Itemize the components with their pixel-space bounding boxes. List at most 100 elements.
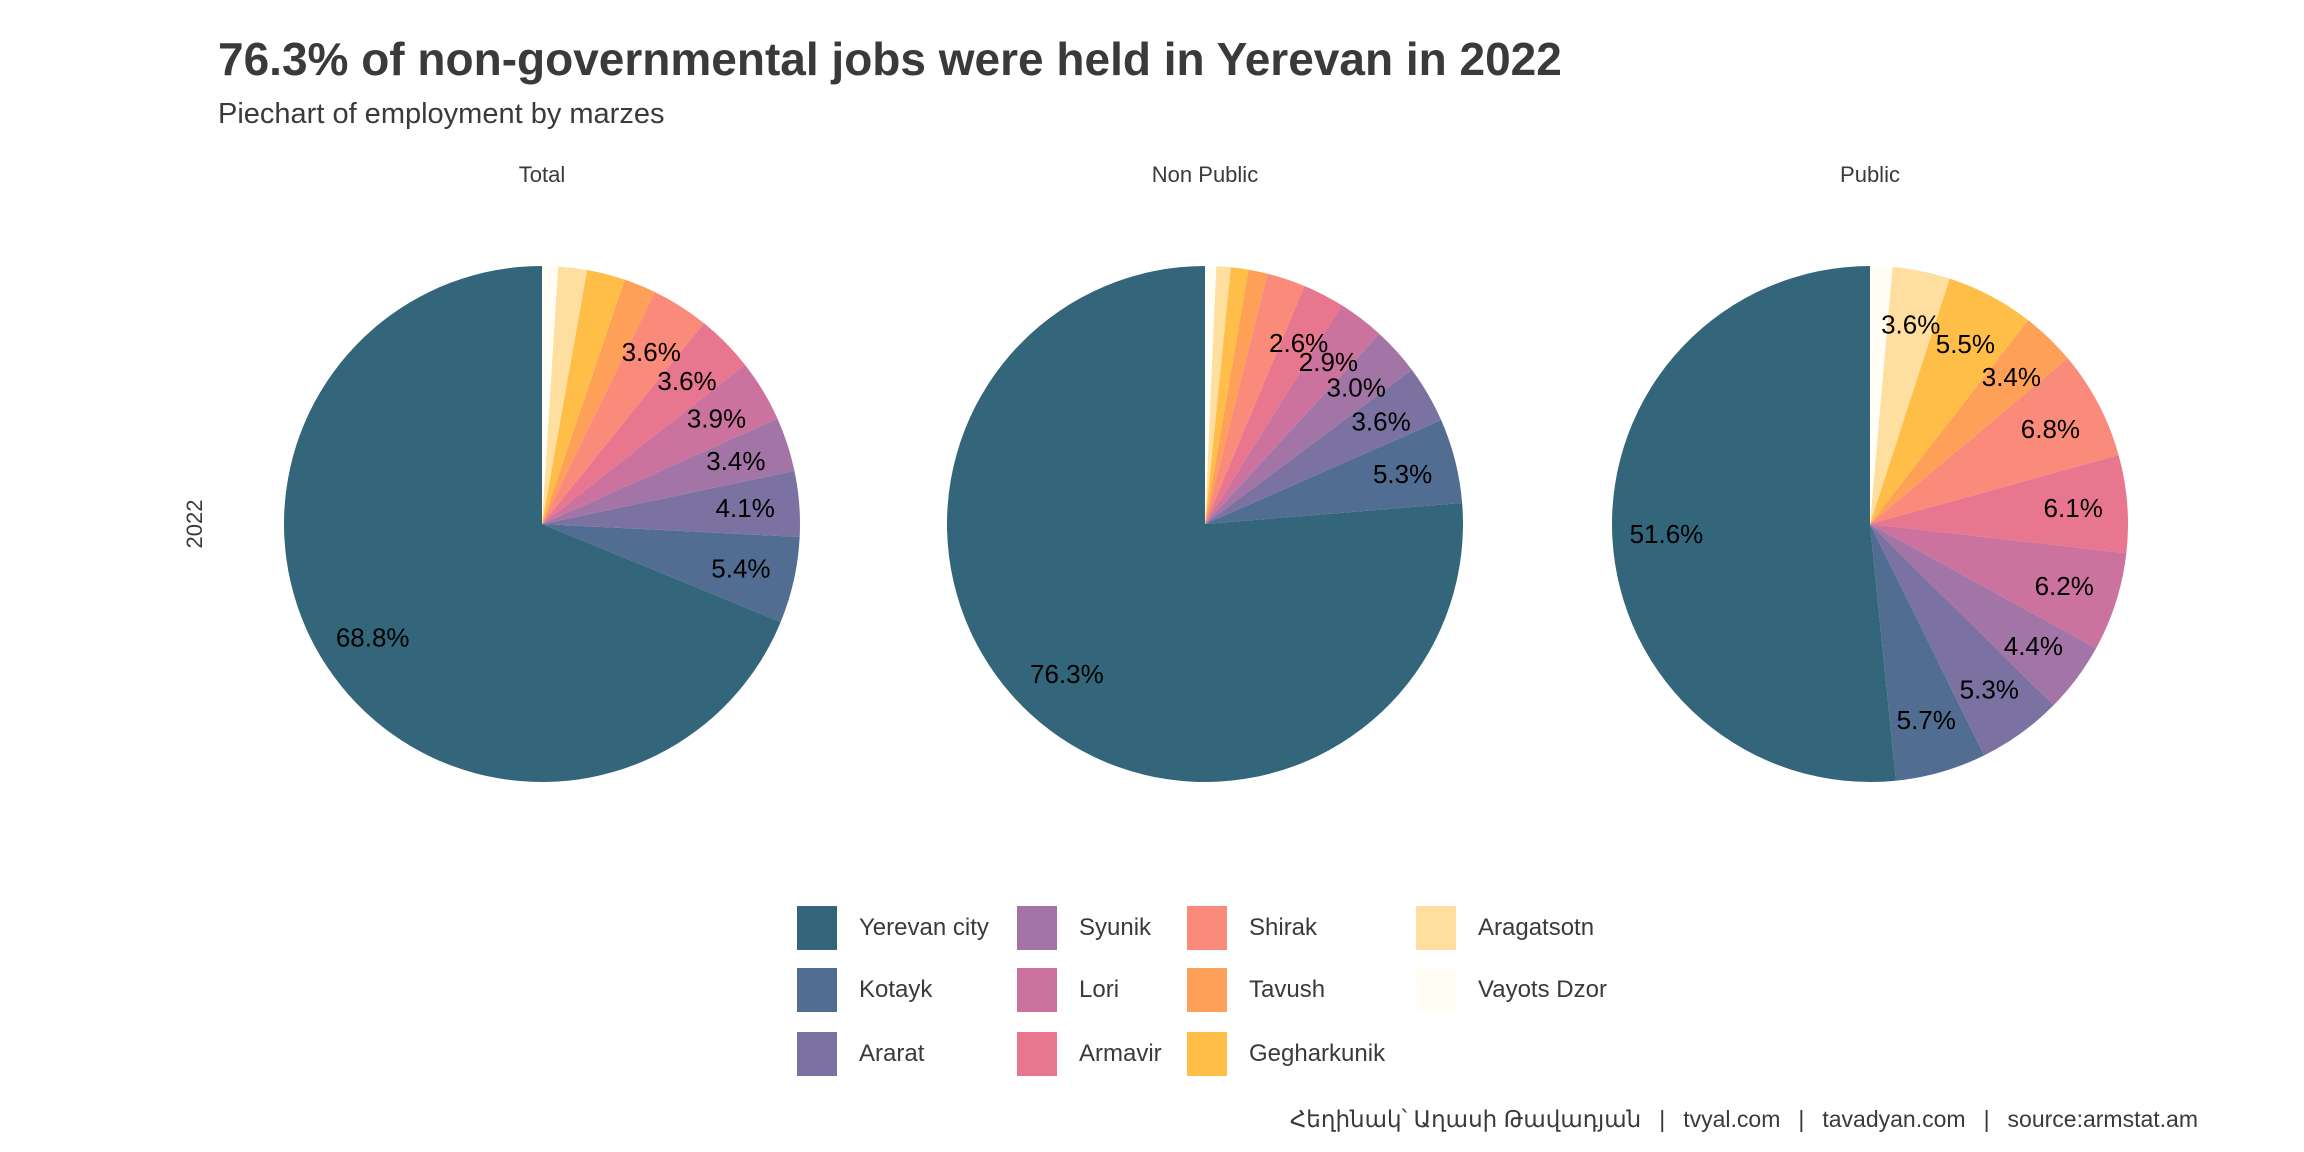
legend-label: Ararat — [859, 1040, 925, 1067]
pie-slice-total-aragatsotn — [542, 266, 588, 524]
legend-label: Yerevan city — [859, 914, 989, 941]
data-label-total-armavir: 3.6% — [657, 366, 716, 396]
data-label-total-ararat: 4.1% — [716, 493, 775, 523]
data-label-non-public-kotayk: 5.3% — [1373, 459, 1432, 489]
data-label-total-shirak: 3.6% — [622, 337, 681, 367]
data-label-non-public-ararat: 3.6% — [1351, 406, 1410, 436]
data-label-public-lori: 6.2% — [2035, 571, 2094, 601]
facet-label-total: Total — [519, 162, 565, 187]
chart-subtitle: Piechart of employment by marzes — [218, 98, 665, 130]
pie-slice-non-public-aragatsotn — [1205, 266, 1231, 524]
pie-slice-non-public-vayots-dzor — [1205, 266, 1217, 524]
pie-slice-public-shirak — [1870, 358, 2119, 524]
pie-slice-total-ararat — [542, 470, 800, 537]
pie-slice-total-shirak — [542, 291, 704, 524]
pie-slice-public-tavush — [1870, 320, 2068, 524]
site-link-tavadyan: tavadyan.com — [1822, 1106, 1966, 1132]
pie-slice-public-armavir — [1870, 455, 2129, 554]
data-label-public-yerevan-city: 51.6% — [1630, 519, 1704, 549]
data-label-total-lori: 3.9% — [687, 404, 746, 434]
data-label-total-syunik: 3.4% — [706, 446, 765, 476]
data-label-public-tavush: 3.4% — [1982, 362, 2041, 392]
legend-item-yerevan-city: Yerevan city — [797, 906, 989, 950]
source-credit: source:armstat.am — [2007, 1106, 2198, 1132]
legend-label: Tavush — [1249, 976, 1326, 1003]
pie-slice-non-public-tavush — [1205, 269, 1268, 524]
legend-label: Aragatsotn — [1478, 914, 1595, 941]
data-label-non-public-lori: 2.9% — [1299, 347, 1358, 377]
data-label-total-kotayk: 5.4% — [711, 553, 770, 583]
legend-item-vayots-dzor: Vayots Dzor — [1416, 968, 1607, 1012]
legend-swatch — [1416, 906, 1456, 950]
pie-slice-non-public-syunik — [1205, 333, 1412, 524]
legend-item-syunik: Syunik — [1017, 906, 1151, 950]
legend-swatch — [1416, 968, 1456, 1012]
legend-swatch — [1017, 1032, 1057, 1076]
pie-slice-non-public-gegharkunik — [1205, 267, 1249, 524]
pie-slice-non-public-shirak — [1205, 273, 1305, 524]
legend-label: Shirak — [1249, 914, 1318, 941]
legend-swatch — [1017, 968, 1057, 1012]
facet-label-non-public: Non Public — [1152, 162, 1258, 187]
legend-label: Lori — [1079, 976, 1120, 1003]
legend-item-ararat: Ararat — [797, 1032, 924, 1076]
legend-label: Kotayk — [859, 976, 933, 1003]
pie-slice-public-kotayk — [1870, 524, 1985, 781]
pie-slice-public-vayots-dzor — [1870, 266, 1893, 524]
chart-title: 76.3% of non-governmental jobs were held… — [218, 33, 1562, 85]
data-label-public-ararat: 5.3% — [1960, 674, 2019, 704]
data-label-non-public-syunik: 3.0% — [1327, 372, 1386, 402]
legend-item-lori: Lori — [1017, 968, 1119, 1012]
pie-slice-total-gegharkunik — [542, 269, 625, 524]
footer-caption: Հեղինակ՝ Աղասի Թավադյան | tvyal.com | tavady… — [1290, 1106, 2198, 1133]
data-label-public-gegharkunik: 5.5% — [1936, 329, 1995, 359]
pie-slice-total-tavush — [542, 279, 655, 524]
legend-label: Syunik — [1079, 914, 1152, 941]
legend-item-aragatsotn: Aragatsotn — [1416, 906, 1594, 950]
pie-slice-non-public-lori — [1205, 305, 1380, 524]
data-label-non-public-armavir: 2.6% — [1269, 328, 1328, 358]
pie-slice-total-armavir — [542, 323, 745, 524]
pie-slice-public-lori — [1870, 524, 2127, 649]
legend-label: Vayots Dzor — [1478, 976, 1607, 1003]
pie-slice-non-public-yerevan-city — [946, 266, 1463, 782]
pie-slice-total-vayots-dzor — [542, 266, 559, 524]
pie-slice-total-yerevan-city — [284, 266, 781, 782]
pie-slice-public-gegharkunik — [1870, 278, 2029, 524]
pie-slice-non-public-armavir — [1205, 285, 1342, 524]
data-label-public-armavir: 6.1% — [2044, 493, 2103, 523]
data-label-non-public-yerevan-city: 76.3% — [1030, 659, 1104, 689]
pie-slice-total-kotayk — [542, 524, 800, 622]
legend-item-kotayk: Kotayk — [797, 968, 932, 1012]
legend-label: Armavir — [1079, 1040, 1162, 1067]
legend-swatch — [797, 968, 837, 1012]
pie-slice-non-public-kotayk — [1205, 420, 1463, 524]
author-credit: Հեղինակ՝ Աղասի Թավադյան — [1289, 1106, 1642, 1132]
pie-slice-public-ararat — [1870, 524, 2054, 756]
pie-slice-total-syunik — [542, 418, 795, 524]
pie-slice-public-syunik — [1870, 524, 2097, 706]
data-label-public-aragatsotn: 3.6% — [1881, 309, 1940, 339]
data-label-public-syunik: 4.4% — [2004, 631, 2063, 661]
legend-swatch — [797, 1032, 837, 1076]
legend-item-tavush: Tavush — [1187, 968, 1325, 1012]
pie-slice-public-aragatsotn — [1870, 266, 1950, 524]
legend-swatch — [1187, 968, 1227, 1012]
legend-swatch — [797, 906, 837, 950]
legend-item-shirak: Shirak — [1187, 906, 1317, 950]
pie-slice-public-yerevan-city — [1611, 266, 1896, 782]
legend-item-armavir: Armavir — [1017, 1032, 1162, 1076]
legend-item-gegharkunik: Gegharkunik — [1187, 1032, 1385, 1076]
separator: | — [1983, 1106, 1990, 1132]
legend-swatch — [1017, 906, 1057, 950]
legend-label: Gegharkunik — [1249, 1040, 1386, 1067]
data-label-public-kotayk: 5.7% — [1897, 705, 1956, 735]
legend-swatch — [1187, 906, 1227, 950]
separator: | — [1659, 1106, 1666, 1132]
site-link-tvyal: tvyal.com — [1683, 1106, 1781, 1132]
pie-slice-non-public-ararat — [1205, 369, 1442, 524]
data-label-total-yerevan-city: 68.8% — [336, 623, 410, 653]
facet-label-public: Public — [1840, 162, 1900, 187]
legend-swatch — [1187, 1032, 1227, 1076]
